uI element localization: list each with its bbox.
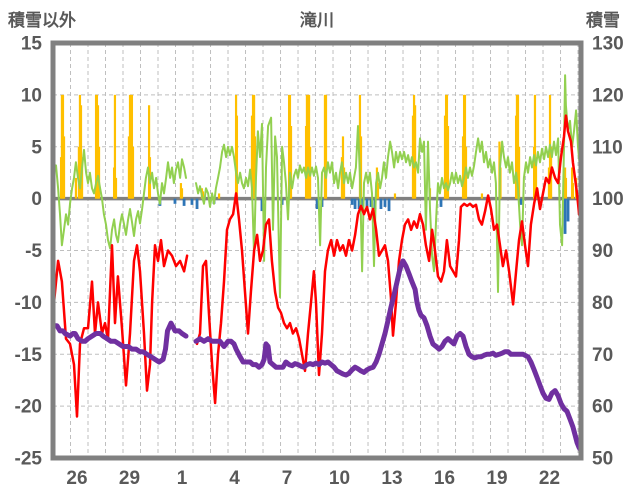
blue-bar: [350, 198, 354, 205]
x-axis-tick-label: 10: [329, 468, 350, 489]
orange-bar: [114, 177, 118, 199]
blue-bar: [182, 198, 186, 206]
orange-bar: [413, 105, 417, 199]
x-axis-tick-label: 16: [434, 468, 455, 489]
orange-bar: [113, 94, 117, 199]
blue-bars-series: [158, 198, 570, 234]
orange-bar: [517, 146, 521, 199]
orange-bar: [235, 115, 239, 199]
x-axis-tick-label: 4: [229, 468, 240, 489]
blue-bar: [369, 198, 373, 207]
plot-border: [50, 40, 584, 461]
blue-bar: [566, 198, 570, 222]
left-axis-tick-label: -20: [15, 397, 42, 418]
orange-bar: [564, 177, 568, 199]
left-axis-title: 積雪以外: [8, 11, 76, 30]
x-axis-tick-label: 1: [177, 468, 188, 489]
blue-bar: [315, 198, 319, 210]
blue-bar: [260, 198, 264, 212]
blue-bar: [190, 198, 194, 205]
orange-bar: [359, 136, 363, 199]
x-axis-tick-label: 13: [381, 468, 402, 489]
x-axis-tick-label: 26: [66, 468, 87, 489]
orange-bar: [480, 193, 484, 199]
orange-bar: [393, 193, 397, 199]
left-axis-tick-label: 15: [21, 34, 43, 55]
blue-bar: [563, 198, 567, 234]
red-line: [53, 114, 581, 418]
x-axis-tick-label: 19: [486, 468, 507, 489]
red-line-series: [53, 114, 581, 418]
left-axis-tick-label: 0: [31, 189, 42, 210]
orange-bar: [571, 183, 575, 199]
right-axis-tick-label: 120: [592, 85, 624, 106]
green-line-series: [53, 74, 581, 299]
orange-bar: [97, 146, 101, 199]
orange-bar: [324, 94, 328, 199]
blue-bar: [387, 198, 391, 212]
orange-bar: [253, 136, 257, 199]
axis-labels: 151050-5-10-15-20-2513012011010090807060…: [15, 34, 624, 490]
left-axis-tick-label: -15: [15, 345, 43, 366]
x-axis-tick-label: 7: [282, 468, 293, 489]
right-axis-tick-label: 80: [592, 293, 613, 314]
right-axis-tick-label: 90: [592, 241, 613, 262]
orange-bar: [533, 94, 537, 199]
series-group: [53, 74, 581, 453]
blue-bar: [353, 198, 357, 210]
orange-bar: [79, 105, 83, 199]
orange-bar: [201, 191, 205, 199]
right-axis-tick-label: 70: [592, 345, 613, 366]
x-axis-tick-label: 29: [119, 468, 140, 489]
blue-bar: [379, 198, 383, 210]
purple-line: [53, 258, 581, 453]
orange-bar: [376, 183, 380, 199]
right-axis-tick-label: 130: [592, 34, 624, 55]
right-axis-tick-label: 110: [592, 137, 623, 158]
right-axis-tick-label: 100: [592, 189, 624, 210]
orange-bars-series: [59, 94, 578, 199]
purple-line-series: [53, 258, 581, 453]
gridlines: [53, 43, 581, 458]
orange-bar: [62, 136, 66, 199]
orange-bar: [289, 126, 293, 199]
orange-bar: [217, 193, 221, 199]
right-axis-tick-label: 60: [592, 397, 613, 418]
blue-bar: [519, 198, 523, 205]
left-axis-tick-label: -5: [25, 241, 42, 262]
x-axis-tick-label: 22: [539, 468, 560, 489]
blue-bar: [173, 198, 177, 204]
chart-title: 滝川: [300, 11, 334, 30]
blue-bar: [439, 198, 443, 207]
orange-bar: [180, 188, 184, 199]
orange-bar: [131, 146, 135, 199]
right-axis-title: 積雪: [586, 11, 620, 30]
left-axis-tick-label: 5: [31, 137, 42, 158]
blue-bar: [365, 198, 369, 212]
green-line: [53, 74, 581, 299]
orange-bar: [534, 157, 538, 199]
orange-bar: [74, 177, 78, 199]
orange-bar: [446, 126, 450, 199]
left-axis-tick-label: -10: [15, 293, 42, 314]
blue-bar: [357, 198, 361, 210]
left-axis-tick-label: 10: [21, 85, 42, 106]
orange-bar: [147, 105, 151, 199]
blue-bar: [195, 198, 199, 210]
left-axis-tick-label: -25: [15, 449, 43, 470]
right-axis-tick-label: 50: [592, 449, 613, 470]
blue-bar: [383, 198, 387, 207]
